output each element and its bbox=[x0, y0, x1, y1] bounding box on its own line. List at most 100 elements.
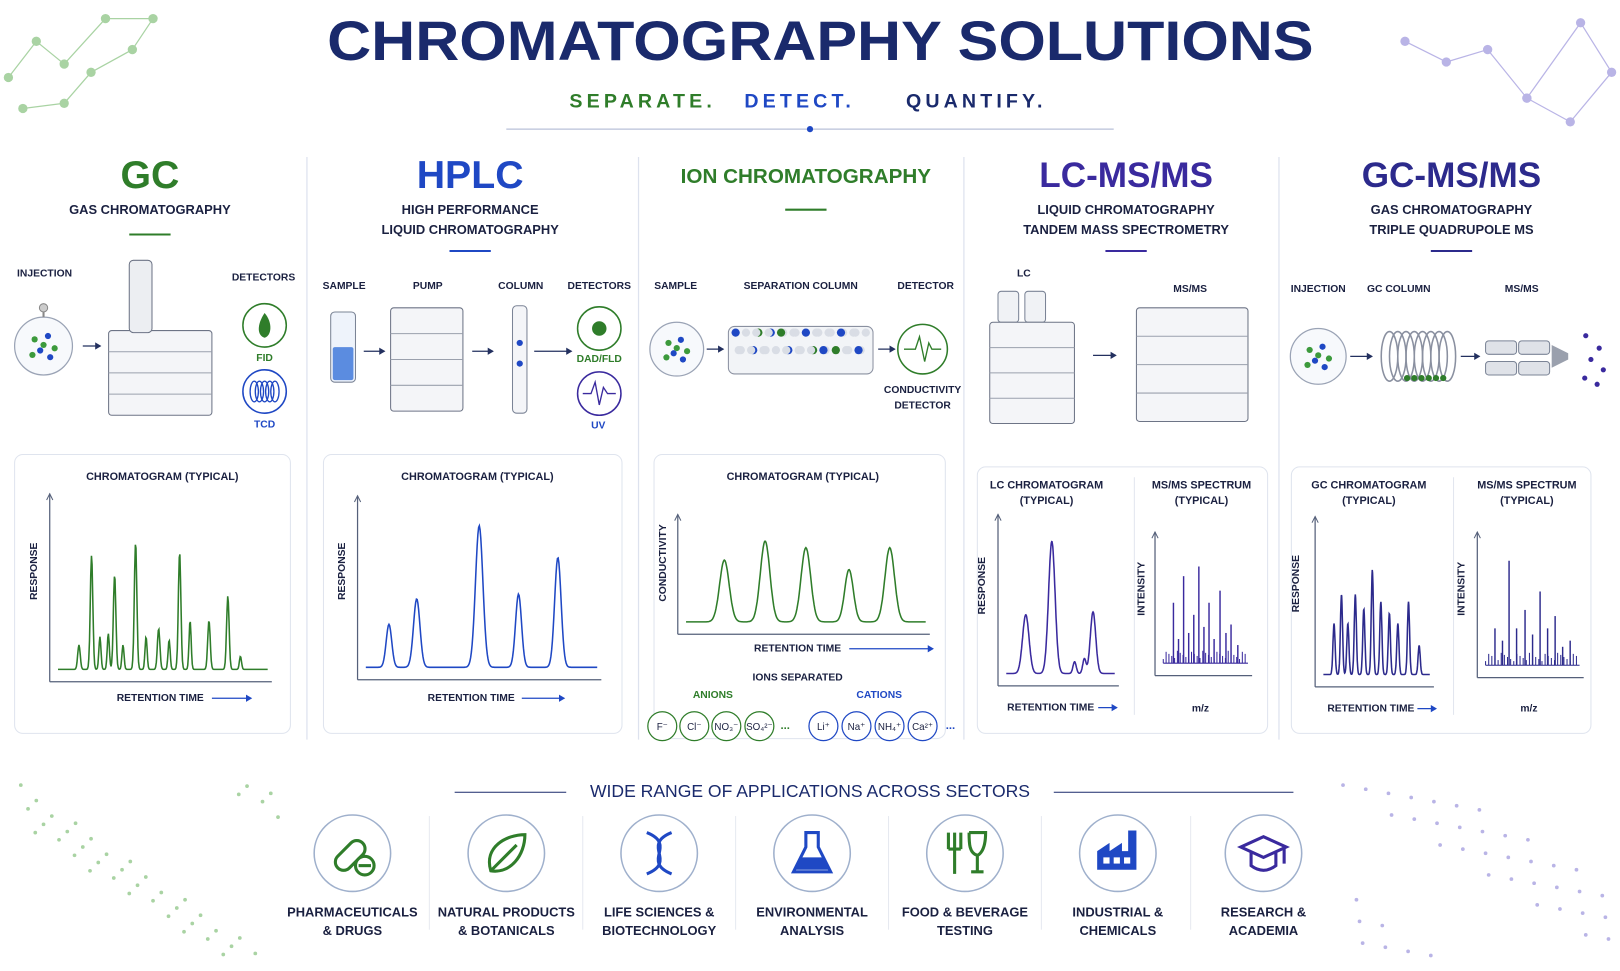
chart-title: GC CHROMATOGRAM bbox=[1311, 479, 1426, 491]
molecule-atom bbox=[1441, 57, 1451, 67]
instrument-label: FID bbox=[256, 353, 273, 364]
analyte-dot bbox=[665, 339, 672, 347]
packing-bead bbox=[801, 328, 810, 337]
arrow-head bbox=[1111, 703, 1118, 712]
quadrupole-rod bbox=[1518, 361, 1551, 376]
flask-icon bbox=[790, 831, 834, 874]
molecule-bond bbox=[1526, 97, 1571, 123]
coil bbox=[249, 380, 260, 403]
application-label: PHARMACEUTICALS bbox=[287, 905, 418, 920]
chart-title: CHROMATOGRAM (TYPICAL) bbox=[401, 471, 554, 483]
decor-dot bbox=[1380, 923, 1385, 928]
packing-bead bbox=[764, 328, 773, 337]
detector-signal bbox=[904, 334, 942, 362]
instrument-label: COLUMN bbox=[498, 281, 543, 292]
decor-dot bbox=[182, 929, 186, 934]
applications-title: WIDE RANGE OF APPLICATIONS ACROSS SECTOR… bbox=[590, 781, 1030, 801]
ion-dot bbox=[1588, 356, 1594, 363]
application-label: NATURAL PRODUCTS bbox=[438, 905, 576, 920]
decor-dot bbox=[96, 860, 101, 865]
flask-liquid bbox=[795, 857, 829, 870]
instrument-label: SAMPLE bbox=[654, 281, 697, 292]
analyte-dot bbox=[1418, 374, 1425, 382]
decor-dot bbox=[1386, 791, 1391, 796]
ion-badge bbox=[841, 711, 872, 742]
ion-symbol: Ca²⁺ bbox=[912, 722, 933, 733]
decor-dot bbox=[1535, 903, 1540, 907]
instrument-label: CONDUCTIVITY bbox=[884, 385, 961, 396]
ion-badge bbox=[679, 711, 710, 742]
ion-badge bbox=[907, 711, 938, 742]
chart-panel bbox=[976, 466, 1269, 734]
ions-more: ... bbox=[780, 720, 789, 732]
decor-dot bbox=[1486, 873, 1491, 877]
chart-title: (TYPICAL) bbox=[1500, 495, 1554, 507]
analyte-dot bbox=[683, 348, 691, 355]
chromatogram-trace bbox=[1323, 569, 1430, 676]
x-axis-label: RETENTION TIME bbox=[1327, 703, 1414, 714]
column bbox=[511, 305, 528, 414]
decor-dot bbox=[159, 890, 164, 895]
arrow-head bbox=[487, 347, 494, 355]
packing-bead bbox=[771, 346, 781, 355]
decor-dot bbox=[1457, 825, 1462, 830]
application-icon-ring bbox=[925, 814, 1004, 893]
analyte-dot bbox=[1315, 352, 1322, 359]
molecule-bond bbox=[1446, 48, 1488, 63]
analyte-dot bbox=[1432, 374, 1440, 382]
packing-bead bbox=[776, 328, 786, 337]
x-axis-label: RETENTION TIME bbox=[1007, 702, 1094, 713]
ion-dot bbox=[1594, 381, 1600, 387]
decor-dot bbox=[1477, 807, 1482, 812]
technique-subtitle: LIQUID CHROMATOGRAPHY bbox=[1037, 202, 1215, 217]
decor-dot bbox=[1412, 817, 1417, 822]
molecule-bond bbox=[1404, 40, 1447, 63]
application-label: ENVIRONMENTAL bbox=[756, 905, 868, 920]
molecule-atom bbox=[1522, 93, 1532, 103]
packing-bead bbox=[759, 346, 768, 355]
decor-dot bbox=[1558, 907, 1562, 911]
ion-badge bbox=[647, 711, 678, 742]
analyte-dot bbox=[29, 351, 36, 359]
molecule-bond bbox=[7, 40, 37, 78]
analyte-dot bbox=[516, 339, 523, 347]
page-title: CHROMATOGRAPHY SOLUTIONS bbox=[327, 10, 1313, 72]
decor-dot bbox=[1363, 787, 1368, 792]
decor-dot bbox=[143, 875, 148, 879]
molecule-bond bbox=[35, 40, 65, 65]
chromatogram-trace bbox=[686, 540, 926, 623]
decor-dot bbox=[1360, 941, 1365, 945]
packing-bead bbox=[782, 346, 791, 355]
decor-dot bbox=[1606, 937, 1611, 941]
y-axis-head bbox=[1151, 530, 1159, 539]
ion-symbol: Na⁺ bbox=[848, 722, 866, 733]
analyte-dot bbox=[516, 360, 523, 367]
x-axis-label: RETENTION TIME bbox=[117, 693, 204, 704]
decor-dot bbox=[80, 845, 85, 849]
y-axis-head bbox=[46, 492, 54, 501]
decor-dot bbox=[151, 898, 155, 903]
analyte-dot bbox=[663, 354, 670, 361]
decor-dot bbox=[1438, 843, 1442, 847]
application-label: RESEARCH & bbox=[1221, 905, 1306, 920]
decor-dot bbox=[1435, 821, 1439, 826]
decor-dot bbox=[33, 830, 38, 835]
chart-panel bbox=[322, 453, 623, 734]
uv-signal bbox=[582, 379, 616, 406]
packing-bead bbox=[831, 346, 840, 355]
molecule-atom bbox=[1575, 18, 1586, 28]
dna-icon bbox=[646, 831, 673, 876]
ion-dot bbox=[1596, 345, 1602, 351]
y-axis-label: RESPONSE bbox=[977, 557, 988, 614]
decor-dot bbox=[245, 784, 249, 788]
instrument-label: INJECTION bbox=[1291, 284, 1346, 295]
factory-window bbox=[1113, 857, 1120, 864]
coil bbox=[270, 380, 280, 403]
gc-coil bbox=[1430, 330, 1449, 382]
decor-dot bbox=[1483, 851, 1488, 856]
molecule-bond bbox=[1569, 71, 1613, 123]
ion-badge bbox=[744, 711, 775, 742]
arrow-head bbox=[379, 347, 386, 355]
chart-panel bbox=[653, 453, 946, 740]
decor-dot bbox=[1574, 867, 1579, 872]
